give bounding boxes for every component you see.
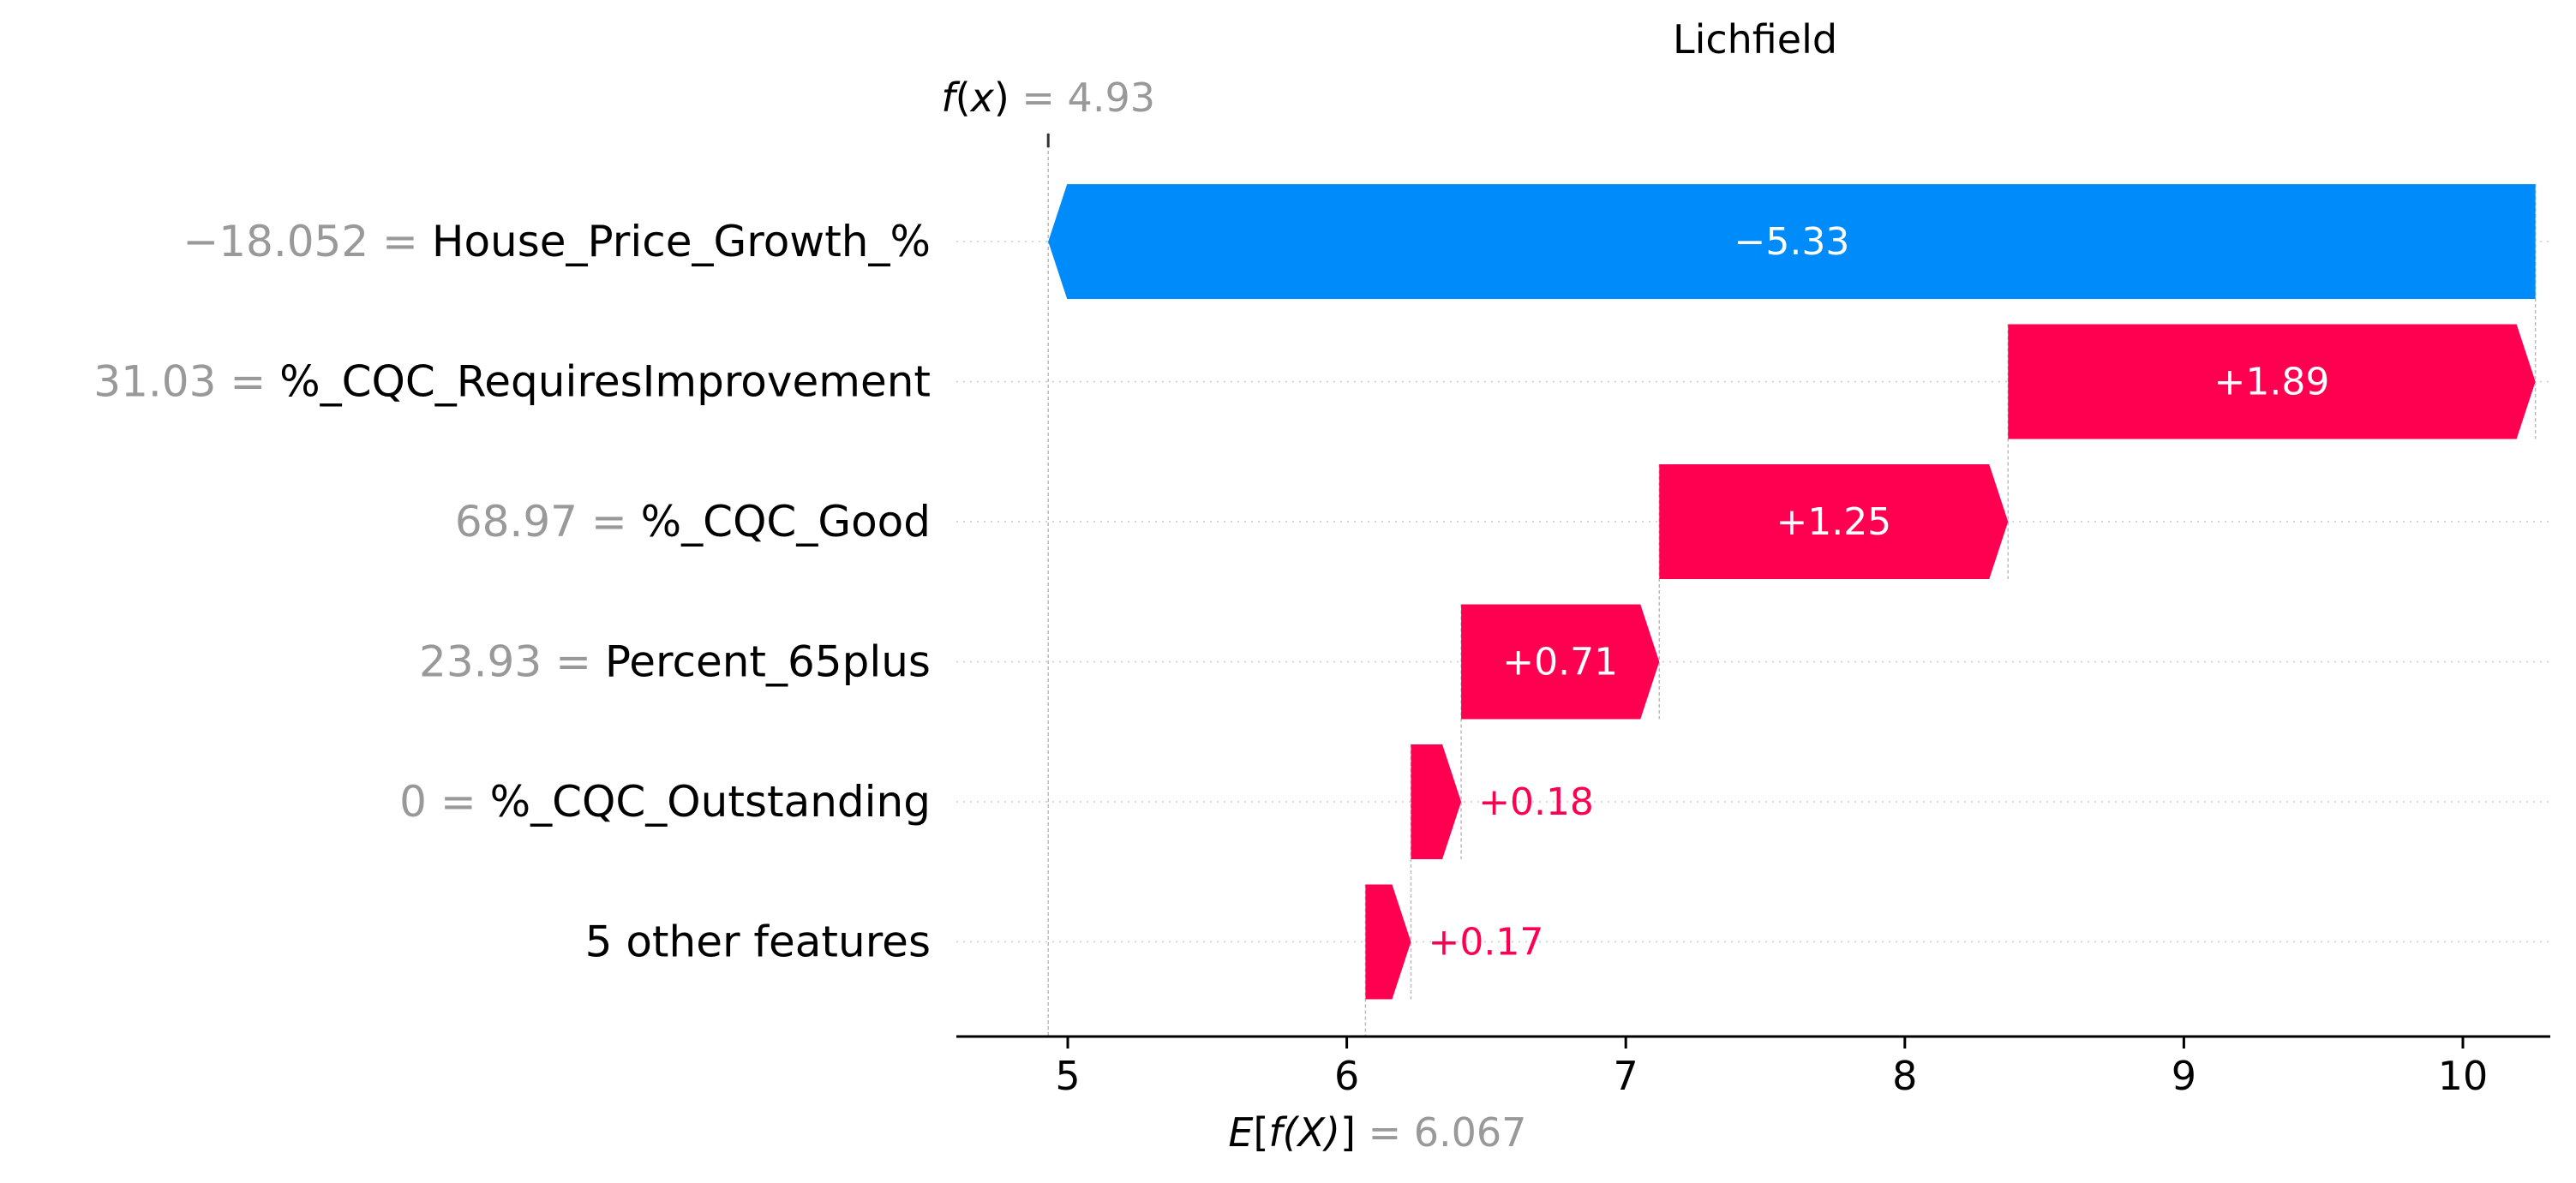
feature-value: 0 = (399, 777, 490, 827)
bar-positive (1411, 744, 1462, 859)
x-tick-label: 5 (1055, 1053, 1080, 1099)
feature-value: 68.97 = (455, 497, 641, 547)
feature-label: 5 other features (585, 917, 931, 967)
feature-value: 31.03 = (93, 357, 279, 407)
bar-value-label: +1.25 (1776, 500, 1891, 544)
bar-value-label: −5.33 (1734, 220, 1850, 264)
feature-value: 23.93 = (419, 637, 605, 687)
bar-value-label: +1.89 (2214, 361, 2330, 404)
fx-label-value: = 4.93 (1021, 75, 1155, 121)
fx-label: f(x) = 4.93 (941, 75, 1155, 121)
base-label-value: = 6.067 (1369, 1109, 1527, 1156)
x-tick-label: 7 (1614, 1053, 1638, 1099)
fx-label-paren: ) (994, 75, 1022, 121)
x-tick-label: 8 (1892, 1053, 1917, 1099)
bar-positive (1461, 604, 1660, 720)
feature-name: %_CQC_Good (641, 497, 931, 547)
base-label-prefix: E (1228, 1109, 1253, 1156)
fx-label-var: x (969, 75, 995, 121)
feature-label: 31.03 = %_CQC_RequiresImprovement (93, 357, 931, 407)
base-label-var: f(X) (1268, 1109, 1340, 1156)
x-tick-label: 9 (2172, 1053, 2196, 1099)
feature-name: %_CQC_Outstanding (490, 777, 931, 827)
bar-value-label: +0.17 (1428, 921, 1543, 965)
base-label-bracket: ] (1340, 1109, 1369, 1156)
fx-label-paren: ( (956, 75, 971, 121)
x-tick-label: 6 (1334, 1053, 1359, 1099)
feature-name: 5 other features (585, 917, 931, 967)
x-tick-label: 10 (2438, 1053, 2489, 1099)
base-label-bracket: [ (1253, 1109, 1268, 1156)
bar-positive (1659, 464, 2009, 579)
bar-negative (1048, 184, 2536, 299)
feature-name: Percent_65plus (605, 637, 931, 687)
feature-label: 23.93 = Percent_65plus (419, 637, 931, 687)
feature-name: House_Price_Growth_% (432, 217, 931, 266)
feature-name: %_CQC_RequiresImprovement (279, 357, 931, 407)
bar-positive (1365, 884, 1411, 1000)
feature-label: 68.97 = %_CQC_Good (455, 497, 931, 547)
feature-label: −18.052 = House_Price_Growth_% (183, 217, 931, 266)
feature-value: −18.052 = (183, 217, 432, 266)
feature-label: 0 = %_CQC_Outstanding (399, 777, 931, 827)
bar-value-label: +0.71 (1502, 641, 1618, 684)
base-value-label: E[f(X)] = 6.067 (1228, 1109, 1526, 1156)
bar-positive (2008, 324, 2536, 439)
bar-value-label: +0.18 (1478, 780, 1594, 824)
chart-title: Lichfield (1673, 16, 1837, 63)
